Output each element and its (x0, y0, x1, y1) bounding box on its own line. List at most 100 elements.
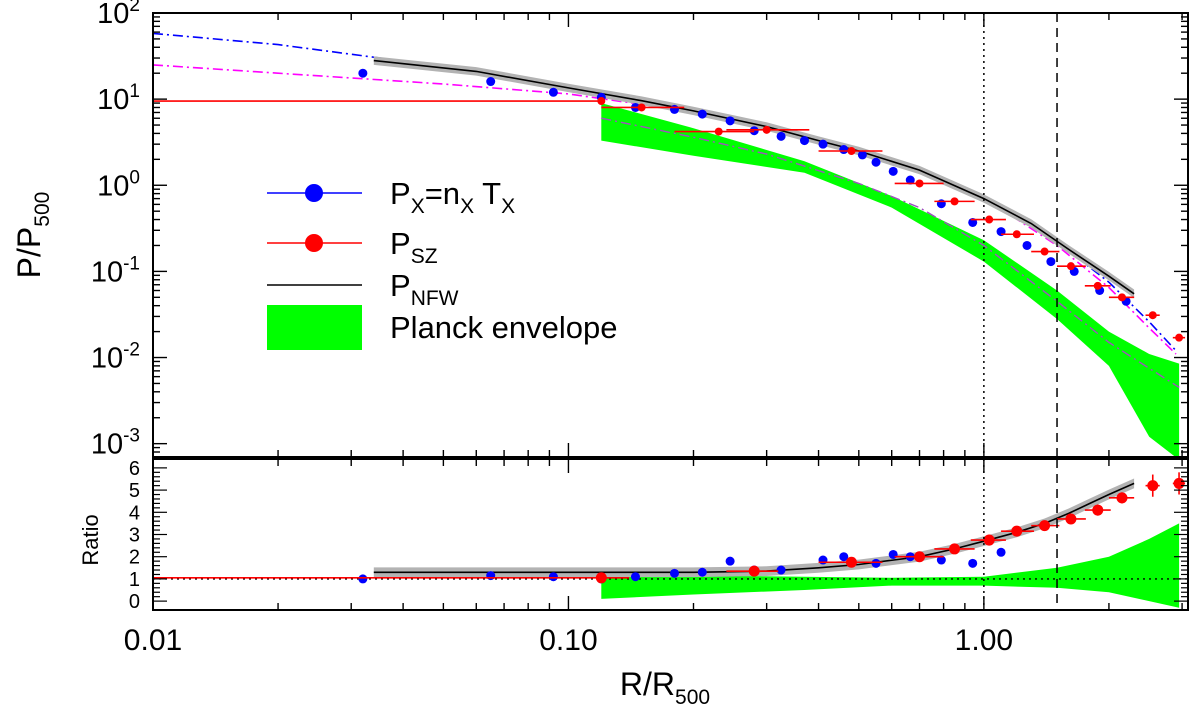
ratio-psz-point (1116, 492, 1128, 504)
ratio-px-point (818, 555, 828, 565)
psz-point (1175, 333, 1184, 342)
psz-point (597, 97, 606, 106)
ratio-px-point (358, 574, 368, 584)
bottom-y-tick-label: 5 (129, 480, 140, 502)
px-point (871, 157, 881, 167)
ratio-px-point (888, 549, 898, 559)
bottom-y-tick-label: 3 (129, 525, 140, 547)
ratio-psz-point (1065, 513, 1077, 525)
legend-label: PNFW (390, 268, 459, 310)
ratio-px-point (936, 555, 946, 565)
legend-marker (305, 184, 323, 202)
psz-point (1148, 311, 1157, 320)
top-y-tick-label: 101 (97, 81, 140, 116)
top-y-tick-label: 10-3 (91, 426, 140, 461)
bottom-plot-area (153, 472, 1188, 608)
ratio-planck-envelope-band (601, 523, 1180, 608)
psz-point (637, 103, 646, 112)
x-axis: 0.01 0.10 1.00 R/R500 (124, 624, 1013, 709)
legend-entry: Planck envelope (267, 305, 618, 350)
x-axis-label: R/R500 (620, 666, 710, 709)
ratio-px-point (669, 568, 679, 578)
x-tick-label: 0.10 (539, 624, 597, 657)
ratio-psz-point (1092, 504, 1104, 516)
ratio-psz-point (1147, 480, 1159, 492)
x-tick-label: 0.01 (124, 624, 182, 657)
psz-point (1040, 247, 1049, 256)
ratio-px-point (996, 547, 1006, 557)
px-point (839, 145, 849, 155)
ratio-px-point (630, 572, 640, 582)
px-point (548, 87, 558, 97)
ratio-px-point (725, 556, 735, 566)
px-point (905, 175, 915, 185)
legend-patch (267, 305, 362, 350)
ratio-psz-point (1173, 477, 1185, 489)
top-y-axis-label: P/P500 (11, 192, 54, 279)
px-point (888, 166, 898, 176)
planck-envelope-band (601, 103, 1180, 457)
ratio-px-point (697, 567, 707, 577)
px-point (725, 116, 735, 126)
psz-point (847, 146, 856, 155)
px-point (358, 68, 368, 78)
ratio-psz-point (1011, 525, 1023, 537)
ratio-psz-point (845, 556, 857, 568)
legend-entry: PX=nX TX (267, 176, 515, 218)
px-point (697, 109, 707, 119)
ratio-px-point (486, 571, 496, 581)
model-blue-line (153, 32, 1177, 352)
top-y-tick-label: 100 (97, 167, 140, 202)
psz-point (950, 197, 959, 206)
x-tick-label: 1.00 (955, 624, 1013, 657)
px-point (669, 104, 679, 114)
ratio-psz-point (1039, 520, 1051, 532)
bottom-y-tick-label: 4 (129, 502, 140, 524)
px-point (1046, 257, 1056, 267)
ratio-psz-point (595, 572, 607, 584)
top-plot-area (153, 32, 1186, 457)
psz-point (762, 125, 771, 134)
top-y-tick-label: 10-2 (91, 340, 140, 375)
ratio-px-point (968, 558, 978, 568)
ratio-psz-point (949, 543, 961, 555)
bottom-y-tick-label: 2 (129, 547, 140, 569)
ratio-px-point (839, 552, 849, 562)
psz-point (1117, 293, 1126, 302)
ratio-px-point (776, 565, 786, 575)
px-point (799, 136, 809, 146)
bottom-y-axis-label: Ratio (78, 514, 103, 565)
px-point (749, 126, 759, 136)
legend-entry: PSZ (267, 226, 438, 268)
psz-point (1012, 230, 1021, 239)
bottom-y-tick-label: 6 (129, 458, 140, 480)
legend-entry: PNFW (267, 268, 459, 310)
ratio-psz-point (914, 551, 926, 563)
ratio-px-point (871, 558, 881, 568)
top-y-tick-label: 102 (97, 0, 140, 30)
legend-label: Planck envelope (390, 310, 618, 345)
ratio-px-point (548, 572, 558, 582)
top-panel: 102 101 100 10-1 10-2 10-3 P/P500 (11, 0, 1189, 461)
ratio-pnfw-band (373, 478, 1135, 578)
legend-marker (305, 234, 323, 252)
model-purple-line (601, 117, 1180, 388)
psz-point (1093, 281, 1102, 290)
psz-point (985, 215, 994, 224)
psz-point (915, 179, 924, 188)
legend-label: PX=nX TX (390, 176, 515, 218)
top-frame (152, 12, 1189, 458)
px-point (857, 150, 867, 160)
px-point (776, 131, 786, 141)
ratio-psz-point (983, 534, 995, 546)
px-point (486, 77, 496, 87)
psz-point (1066, 262, 1075, 271)
model-magenta-line (153, 64, 1177, 355)
pnfw-curve (373, 59, 1135, 295)
bottom-y-tick-label: 0 (129, 591, 140, 613)
legend-label: PSZ (390, 226, 438, 268)
px-point (818, 139, 828, 149)
